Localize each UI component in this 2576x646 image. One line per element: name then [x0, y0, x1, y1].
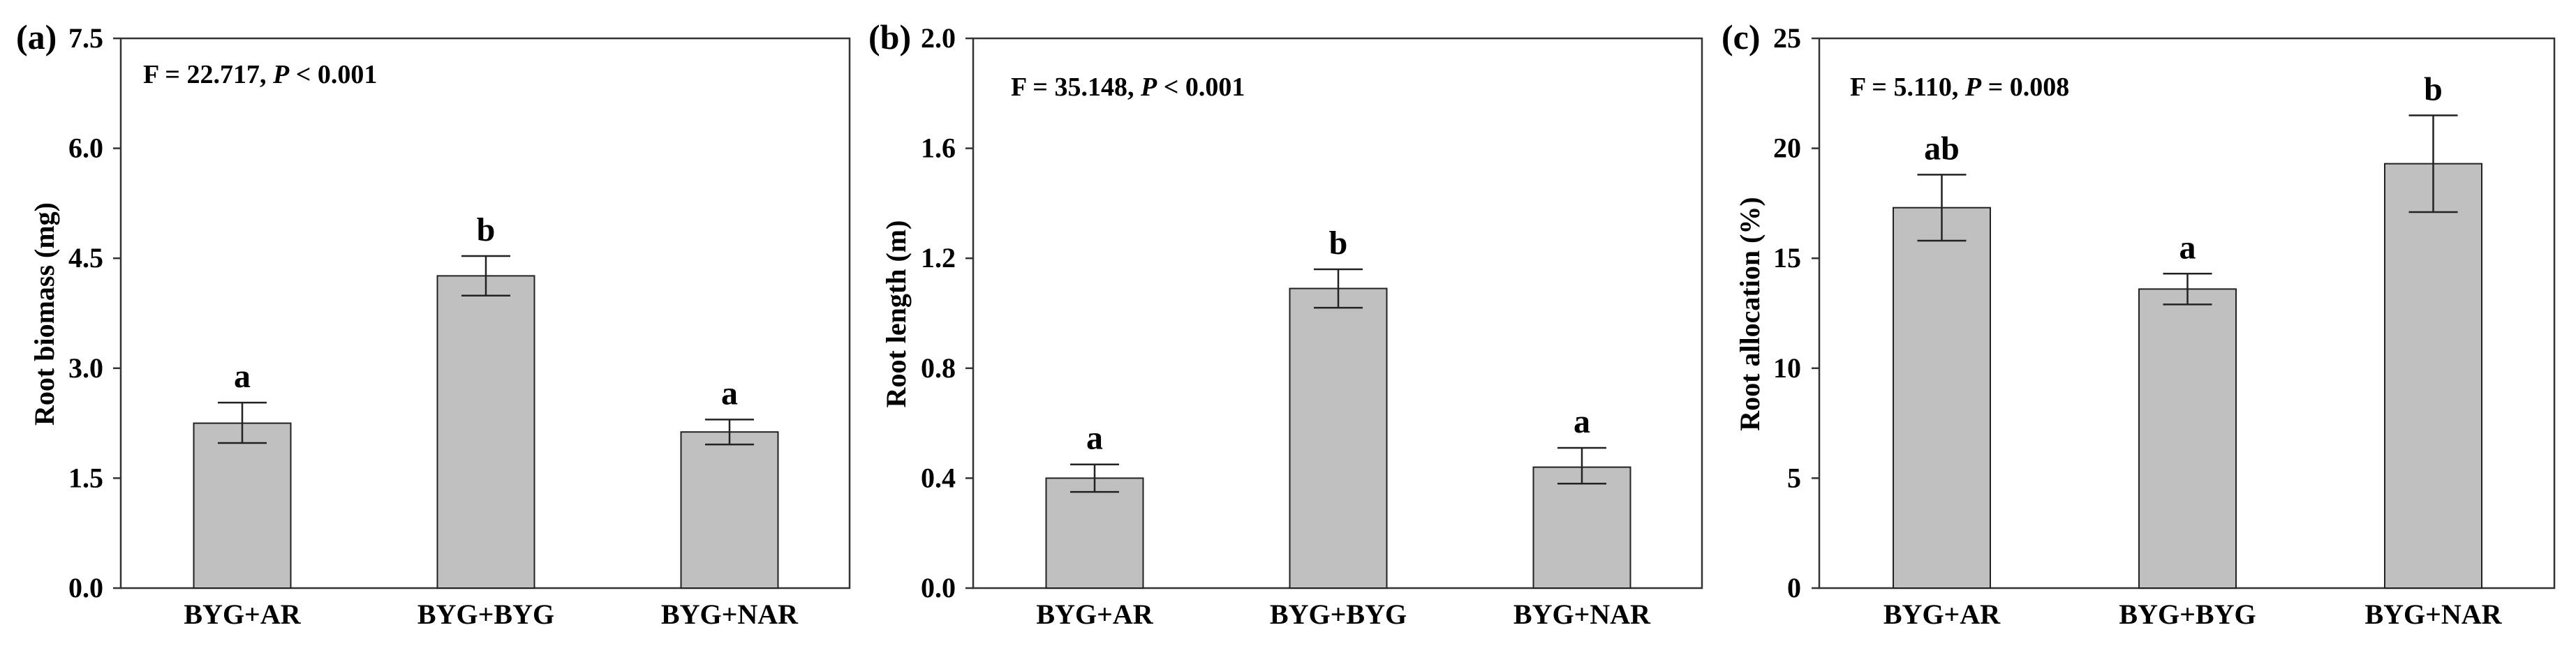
panel-label: (a) — [16, 17, 57, 57]
y-tick-label: 0.4 — [921, 462, 956, 493]
significance-letter: a — [2179, 229, 2196, 266]
y-tick-label: 5 — [1787, 462, 1801, 493]
chart-panel-c: 0 5 10 15 20 25 Root allocation (%) (c) F = 5.11… — [1722, 17, 2556, 630]
x-category-label: BYG+NAR — [1513, 599, 1651, 630]
p-value: < 0.001 — [289, 60, 377, 89]
x-category-label: BYG+NAR — [2364, 599, 2502, 630]
y-tick-label: 0 — [1787, 572, 1801, 603]
significance-letter: b — [2424, 70, 2443, 107]
y-tick-label: 15 — [1773, 242, 1801, 273]
significance-letter: ab — [1924, 130, 1960, 167]
f-statistic: F = 35.148, — [1011, 73, 1141, 102]
bar-group: a — [1045, 420, 1144, 589]
bar — [1045, 477, 1144, 589]
f-statistic: F = 22.717, — [143, 60, 273, 89]
x-category-label: BYG+BYG — [417, 599, 554, 630]
significance-letter: a — [721, 375, 738, 412]
x-category-label: BYG+AR — [184, 599, 301, 630]
y-tick-label: 6.0 — [68, 133, 103, 164]
anova-statistic: F = 35.148, P < 0.001 — [1011, 73, 1245, 102]
bar-group: a — [2138, 229, 2237, 589]
y-tick-label: 1.2 — [921, 242, 956, 273]
p-value: < 0.001 — [1157, 73, 1245, 102]
significance-letter: a — [1574, 403, 1590, 440]
bar — [2138, 288, 2237, 589]
significance-letter: a — [234, 358, 251, 395]
y-tick-label: 2.0 — [921, 22, 956, 54]
y-axis-label: Root biomass (mg) — [29, 202, 60, 426]
bar — [2384, 163, 2483, 589]
anova-statistic: F = 5.110, P = 0.008 — [1850, 73, 2069, 102]
significance-letter: a — [1086, 420, 1103, 457]
y-tick-label: 1.5 — [68, 462, 103, 493]
chart-panel-b: 0.0 0.4 0.8 1.2 1.6 2.0 Root length (m) (b) F = … — [868, 17, 1703, 630]
y-axis-label: Root length (m) — [880, 220, 912, 408]
bar — [1289, 287, 1388, 589]
x-category-label: BYG+NAR — [661, 599, 799, 630]
bar-group: b — [1289, 225, 1388, 589]
bar-group: b — [2384, 70, 2483, 589]
p-value: = 0.008 — [1981, 73, 2069, 102]
bar — [1893, 206, 1991, 589]
f-statistic: F = 5.110, — [1850, 73, 1965, 102]
bar-group: a — [680, 375, 779, 589]
bar-group: a — [1532, 403, 1631, 589]
x-category-label: BYG+BYG — [2119, 599, 2256, 630]
bar-group: ab — [1893, 130, 1991, 589]
p-symbol: P — [272, 60, 290, 89]
bar-group: b — [436, 211, 535, 589]
bar-group: a — [193, 358, 292, 589]
y-axis-label: Root allocation (%) — [1734, 197, 1766, 431]
y-tick-label: 1.6 — [921, 133, 956, 164]
bar — [193, 422, 292, 589]
y-tick-label: 0.0 — [68, 572, 103, 603]
x-category-label: BYG+AR — [1883, 599, 2001, 630]
chart-panel-a: 0.0 1.5 3.0 4.5 6.0 7.5 Root biomass (mg) (a) F … — [16, 17, 851, 630]
y-tick-label: 25 — [1773, 22, 1801, 54]
y-tick-label: 3.0 — [68, 352, 103, 384]
bar — [1532, 466, 1631, 589]
y-tick-label: 0.0 — [921, 572, 956, 603]
bar — [680, 431, 779, 589]
significance-letter: b — [1329, 225, 1348, 262]
anova-statistic: F = 22.717, P < 0.001 — [143, 60, 377, 89]
x-category-label: BYG+AR — [1036, 599, 1153, 630]
p-symbol: P — [1964, 73, 1982, 102]
panel-label: (b) — [868, 17, 911, 57]
y-tick-label: 4.5 — [68, 242, 103, 273]
bar — [436, 275, 535, 589]
y-tick-label: 0.8 — [921, 352, 956, 384]
y-tick-label: 10 — [1773, 352, 1801, 384]
x-category-label: BYG+BYG — [1270, 599, 1407, 630]
y-tick-label: 7.5 — [68, 22, 103, 54]
panel-label: (c) — [1722, 17, 1761, 57]
y-tick-label: 20 — [1773, 133, 1801, 164]
p-symbol: P — [1140, 73, 1157, 102]
significance-letter: b — [477, 211, 496, 248]
